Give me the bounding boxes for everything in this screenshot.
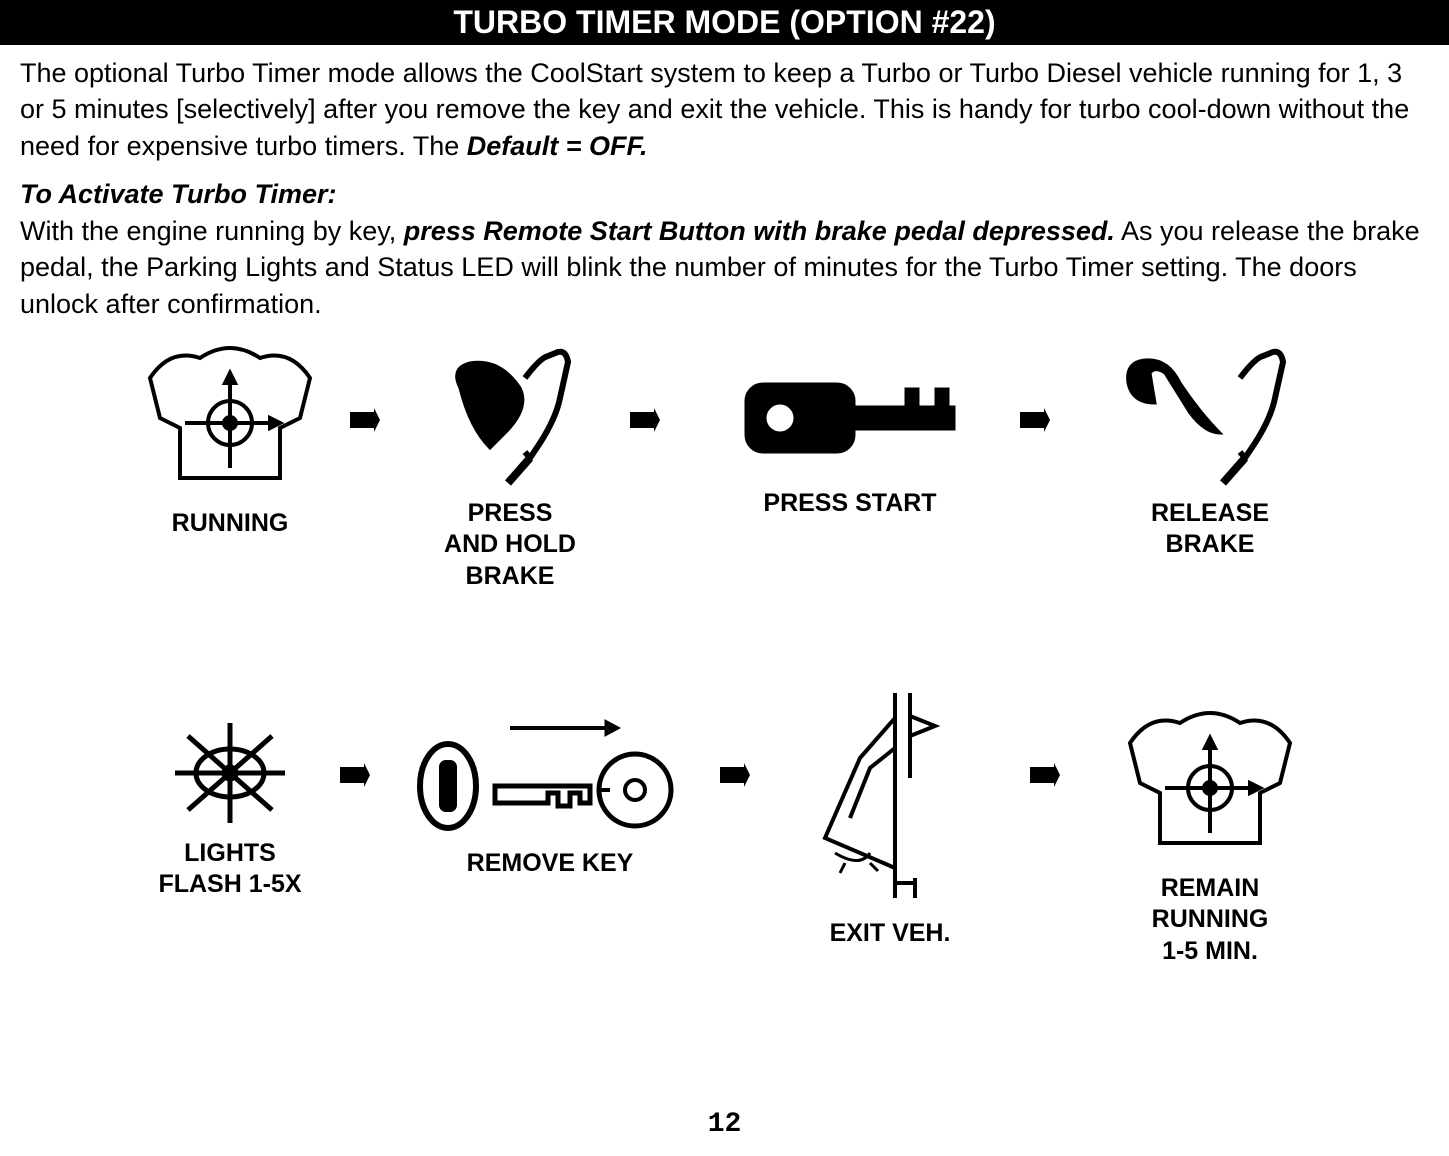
step-exit-vehicle-label: EXIT VEH. [780, 918, 1000, 949]
step-remove-key: REMOVE KEY [400, 708, 700, 879]
page-number: 12 [708, 1109, 742, 1140]
step-remain-running: REMAIN RUNNING 1-5 MIN. [1100, 703, 1320, 967]
step-press-start: PRESS START [720, 358, 980, 519]
default-label: Default = OFF. [467, 131, 648, 161]
step-exit-vehicle: EXIT VEH. [780, 688, 1000, 949]
step-remove-key-label: REMOVE KEY [400, 848, 700, 879]
step-lights-flash-label: LIGHTS FLASH 1-5X [130, 838, 330, 901]
step-running: RUNNING [120, 338, 340, 539]
step-press-brake-label: PRESS AND HOLD BRAKE [410, 498, 610, 592]
step-release-brake: RELEASE BRAKE [1100, 348, 1320, 561]
activate-paragraph: To Activate Turbo Timer: With the engine… [20, 176, 1429, 322]
press-instruction: press Remote Start Button with brake ped… [404, 216, 1115, 246]
arrow-icon [1030, 763, 1060, 787]
activate-text-a: With the engine running by key, [20, 216, 404, 246]
step-press-start-label: PRESS START [720, 488, 980, 519]
car-door-icon [800, 688, 980, 908]
intro-text: The optional Turbo Timer mode allows the… [20, 58, 1409, 161]
arrow-icon [720, 763, 750, 787]
intro-paragraph: The optional Turbo Timer mode allows the… [20, 55, 1429, 164]
activate-heading: To Activate Turbo Timer: [20, 179, 337, 209]
engine-running-icon [1110, 703, 1310, 863]
step-lights-flash: LIGHTS FLASH 1-5X [130, 718, 330, 901]
step-remain-running-label: REMAIN RUNNING 1-5 MIN. [1100, 873, 1320, 967]
step-press-brake: PRESS AND HOLD BRAKE [410, 348, 610, 592]
remote-key-icon [735, 358, 965, 478]
arrow-icon [350, 408, 380, 432]
lights-flash-icon [160, 718, 300, 828]
arrow-icon [630, 408, 660, 432]
section-header: TURBO TIMER MODE (OPTION #22) [0, 0, 1449, 45]
engine-icon [130, 338, 330, 498]
instruction-diagram: RUNNING PRESS AND HOLD BRAKE [20, 338, 1429, 1038]
press-brake-icon [430, 348, 590, 488]
remove-key-icon [410, 708, 690, 838]
arrow-icon [340, 763, 370, 787]
step-release-brake-label: RELEASE BRAKE [1100, 498, 1320, 561]
arrow-icon [1020, 408, 1050, 432]
release-brake-icon [1110, 348, 1310, 488]
step-running-label: RUNNING [120, 508, 340, 539]
